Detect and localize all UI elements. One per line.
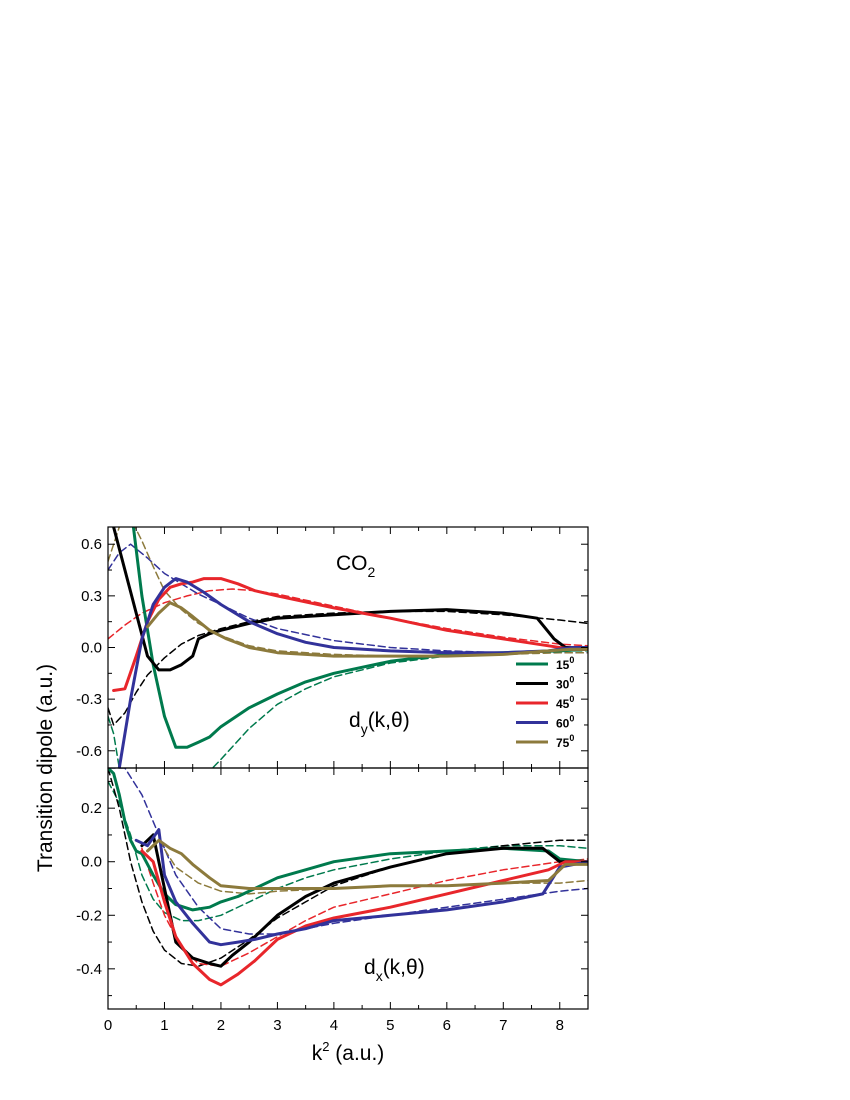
bottom-ytick-label: 0.2 [81, 800, 102, 817]
top-data-line-75 [146, 601, 588, 658]
xtick-label: 2 [217, 1017, 225, 1034]
bottom-data-line-60 [134, 828, 588, 947]
top-data-line-45 [112, 577, 588, 692]
legend-label-60: 600 [556, 714, 574, 731]
bottom-panel-curves [108, 768, 588, 987]
legend: 150 300 450 600 750 [516, 655, 574, 750]
bottom-fit-line-30 [108, 768, 588, 967]
top-panel-title: CO2 [336, 552, 376, 580]
xtick-label: 5 [386, 1017, 394, 1034]
legend-label-15: 150 [556, 655, 574, 672]
xtick-label: 3 [273, 1017, 281, 1034]
xtick-label: 7 [499, 1017, 507, 1034]
bottom-annotation-rest: (k,θ) [383, 956, 425, 979]
top-panel-title-sub: 2 [368, 564, 376, 580]
xtick-label: 8 [556, 1017, 564, 1034]
top-data-line-30 [112, 527, 588, 672]
legend-label-45: 450 [556, 694, 574, 711]
y-axis-label: Transition dipole (a.u.) [34, 664, 57, 872]
top-data-line-60 [117, 577, 588, 768]
top-ytick-label: 0.6 [81, 536, 102, 553]
bottom-fit-line-15 [108, 780, 588, 922]
top-fit-line-30 [108, 610, 588, 726]
top-annotation-rest: (k,θ) [368, 709, 410, 732]
top-annotation-sub: y [361, 721, 368, 737]
bottom-data-line-45 [140, 849, 588, 987]
bottom-ytick-label: -0.4 [76, 961, 102, 978]
bottom-ytick-label: 0.0 [81, 854, 102, 871]
top-panel-curves [108, 527, 588, 768]
bottom-fit-line-60 [108, 768, 588, 935]
bottom-annotation-sub: x [376, 968, 383, 984]
bottom-ytick-label: -0.2 [76, 907, 102, 924]
top-ytick-label: 0.3 [81, 588, 102, 605]
bottom-annotation-main: d [364, 956, 376, 979]
top-fit-line-75 [108, 527, 588, 657]
x-axis-label-sup: 2 [322, 1039, 329, 1054]
top-fit-line-45 [108, 588, 588, 647]
x-axis-label-unit: (a.u.) [329, 1042, 384, 1065]
axes-ticks: 0.6 0.3 0.0 -0.3 -0.6 0.2 0.0 -0.2 -0.4 0 1 2 3 4 5 6 7 8 [76, 527, 589, 1034]
bottom-fit-line-45 [141, 847, 588, 967]
xtick-label: 6 [443, 1017, 451, 1034]
top-annotation-main: d [349, 709, 361, 732]
top-ytick-label: 0.0 [81, 640, 102, 657]
top-panel-annotation: dy(k,θ) [349, 709, 410, 737]
x-axis-label-main: k [312, 1042, 323, 1065]
top-ytick-label: -0.3 [76, 691, 102, 708]
top-fit-line-15 [108, 650, 588, 768]
xtick-label: 0 [104, 1017, 112, 1034]
bottom-data-line-15 [108, 768, 588, 912]
top-panel-title-main: CO [336, 552, 368, 575]
bottom-panel-annotation: dx(k,θ) [364, 956, 425, 984]
legend-label-75: 750 [556, 733, 574, 750]
top-ytick-label: -0.6 [76, 743, 102, 760]
xtick-label: 1 [160, 1017, 168, 1034]
legend-label-30: 300 [556, 675, 574, 692]
x-axis-label: k2 (a.u.) [312, 1039, 385, 1065]
xtick-label: 4 [330, 1017, 338, 1034]
bottom-data-line-75 [146, 838, 588, 890]
